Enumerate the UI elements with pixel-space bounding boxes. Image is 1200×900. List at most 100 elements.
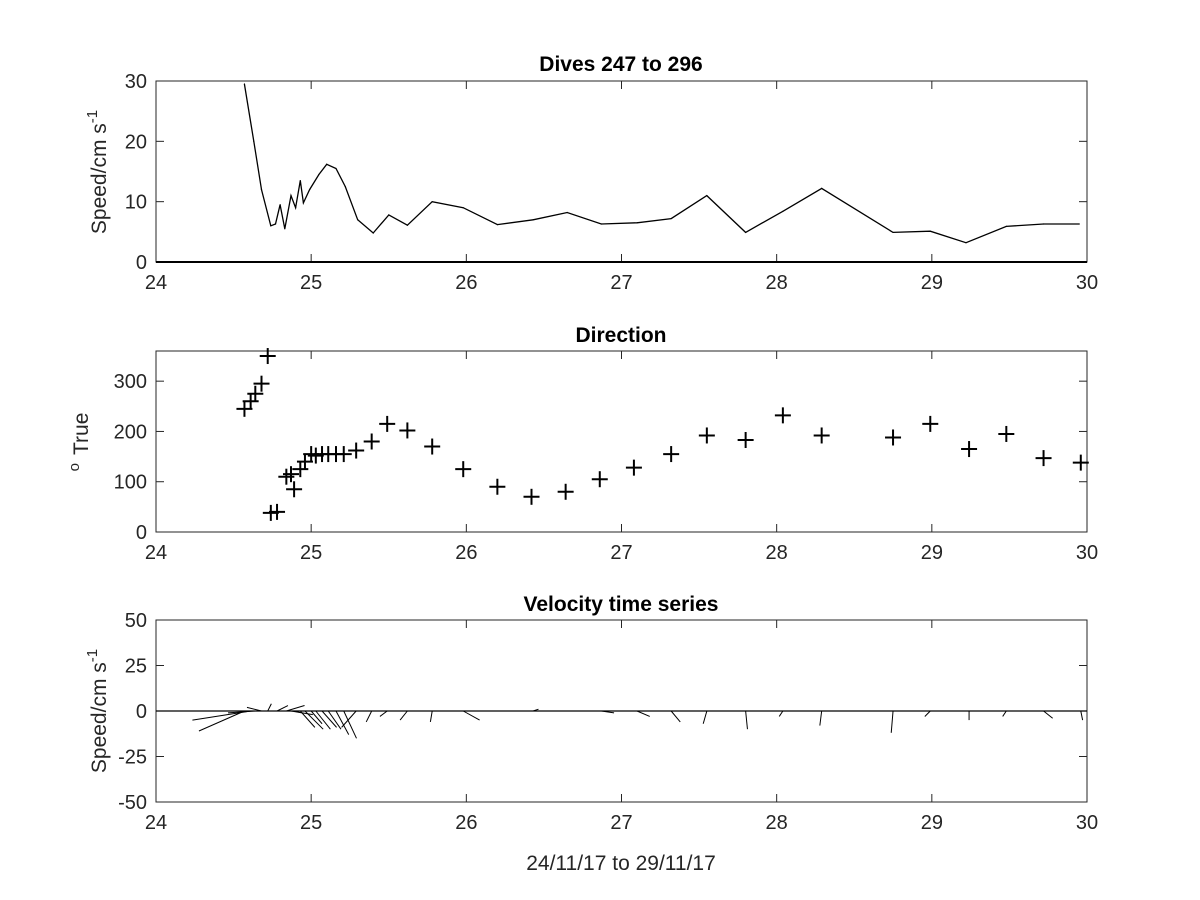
direction-plus-marker bbox=[591, 471, 608, 488]
speed-data-point bbox=[892, 231, 894, 234]
velocity-stick bbox=[1043, 710, 1053, 719]
direction-xtick-label: 27 bbox=[610, 542, 632, 564]
direction-plus-marker bbox=[998, 425, 1015, 442]
speed-data-point bbox=[270, 225, 272, 227]
velocity-stick bbox=[198, 710, 245, 732]
speed-data-point bbox=[496, 223, 498, 226]
speed-data-point bbox=[670, 217, 672, 220]
speed-data-point bbox=[318, 173, 320, 176]
direction-plus-marker bbox=[335, 446, 352, 463]
direction-plus-marker bbox=[269, 503, 286, 520]
velocity-ytick-label: 25 bbox=[125, 656, 147, 678]
velocity-stick bbox=[670, 710, 681, 723]
direction-ylabel-superscript: o bbox=[66, 463, 83, 471]
direction-ytick-label: 100 bbox=[114, 472, 147, 494]
direction-plus-marker bbox=[557, 483, 574, 500]
direction-plus-marker bbox=[1072, 454, 1089, 471]
direction-plus-marker bbox=[774, 407, 791, 424]
speed-panel: Dives 247 to 296 Speed/cm s-1 24 25 26 27 28… bbox=[84, 53, 1098, 294]
velocity-ytick-label: 0 bbox=[136, 701, 147, 723]
direction-plus-marker bbox=[698, 427, 715, 444]
direction-axes-box bbox=[155, 350, 1088, 533]
speed-ylabel-text: Speed/cm s bbox=[88, 123, 111, 234]
speed-data-point bbox=[1005, 225, 1007, 228]
direction-plus-marker bbox=[379, 415, 396, 432]
direction-plus-marker bbox=[247, 385, 264, 402]
direction-xtick-label: 25 bbox=[300, 542, 322, 564]
speed-data-point bbox=[929, 230, 931, 232]
speed-data-point bbox=[279, 204, 281, 206]
velocity-xtick-label: 24 bbox=[145, 812, 167, 834]
velocity-panel-xlabel: 24/11/17 to 29/11/17 bbox=[526, 852, 716, 875]
direction-xtick-label: 24 bbox=[145, 542, 167, 564]
velocity-stick bbox=[293, 710, 302, 714]
direction-plus-marker bbox=[253, 375, 270, 392]
velocity-xtick-label: 25 bbox=[300, 812, 322, 834]
velocity-stick bbox=[227, 710, 256, 714]
direction-panel-title: Direction bbox=[575, 324, 666, 347]
direction-plus-marker bbox=[282, 466, 299, 483]
direction-plus-marker bbox=[455, 461, 472, 478]
velocity-stick bbox=[343, 710, 357, 739]
velocity-ylabel-superscript: -1 bbox=[84, 649, 101, 662]
speed-xtick-label: 27 bbox=[610, 272, 632, 294]
velocity-stick bbox=[702, 710, 708, 724]
direction-ytick-label: 0 bbox=[136, 522, 147, 544]
velocity-stick bbox=[327, 710, 342, 730]
velocity-stick bbox=[532, 708, 539, 712]
velocity-xtick-label: 26 bbox=[455, 812, 477, 834]
direction-plus-marker bbox=[961, 441, 978, 458]
speed-xtick-label: 30 bbox=[1076, 272, 1098, 294]
speed-data-point bbox=[326, 163, 328, 165]
velocity-stick bbox=[399, 710, 408, 721]
velocity-xtick-label: 27 bbox=[610, 812, 632, 834]
speed-panel-title: Dives 247 to 296 bbox=[539, 53, 702, 76]
velocity-stick bbox=[286, 705, 305, 712]
velocity-stick bbox=[276, 705, 289, 712]
direction-plus-marker bbox=[625, 459, 642, 476]
speed-data-point bbox=[243, 83, 246, 85]
velocity-panel-ylabel: Speed/cm s-1 bbox=[84, 649, 111, 773]
speed-data-point bbox=[566, 211, 568, 214]
velocity-stick bbox=[462, 710, 480, 721]
speed-series-line bbox=[243, 83, 1080, 244]
velocity-panel: Velocity time series Speed/cm s-1 24/11/… bbox=[84, 593, 1098, 875]
direction-ytick-label: 200 bbox=[114, 421, 147, 443]
speed-data-point bbox=[745, 231, 747, 234]
velocity-stick bbox=[636, 710, 650, 717]
speed-data-point bbox=[357, 219, 359, 221]
velocity-stick bbox=[335, 710, 350, 735]
velocity-stick bbox=[246, 706, 262, 712]
speed-panel-ylabel: Speed/cm s-1 bbox=[84, 110, 111, 234]
velocity-stick bbox=[429, 710, 433, 723]
speed-data-point bbox=[965, 242, 967, 244]
direction-plus-marker bbox=[523, 488, 540, 505]
velocity-stick bbox=[267, 703, 272, 712]
direction-plus-marker bbox=[813, 427, 830, 444]
speed-data-point bbox=[344, 185, 346, 188]
speed-ytick-label: 0 bbox=[136, 252, 147, 274]
direction-plus-marker bbox=[1035, 450, 1052, 467]
speed-ytick-label: 10 bbox=[125, 192, 147, 214]
velocity-stick bbox=[321, 710, 337, 728]
velocity-stick bbox=[304, 710, 324, 730]
svg-text:Speed/cm s-1: Speed/cm s-1 bbox=[84, 649, 111, 773]
speed-data-point bbox=[335, 167, 337, 170]
speed-data-point bbox=[260, 189, 263, 191]
speed-data-point bbox=[1042, 223, 1045, 225]
speed-xtick-label: 29 bbox=[921, 272, 943, 294]
speed-data-point bbox=[782, 210, 784, 212]
speed-data-point bbox=[253, 140, 255, 142]
velocity-stick bbox=[778, 710, 784, 717]
direction-plus-marker bbox=[399, 422, 416, 439]
speed-data-point bbox=[600, 223, 602, 225]
speed-xtick-label: 24 bbox=[145, 272, 167, 294]
direction-xtick-label: 26 bbox=[455, 542, 477, 564]
velocity-xtick-label: 29 bbox=[921, 812, 943, 834]
velocity-stick bbox=[890, 710, 894, 733]
speed-ytick-label: 20 bbox=[125, 131, 147, 153]
direction-plus-marker bbox=[259, 348, 276, 365]
velocity-ylabel-text: Speed/cm s bbox=[88, 662, 111, 773]
speed-data-point bbox=[290, 195, 292, 197]
